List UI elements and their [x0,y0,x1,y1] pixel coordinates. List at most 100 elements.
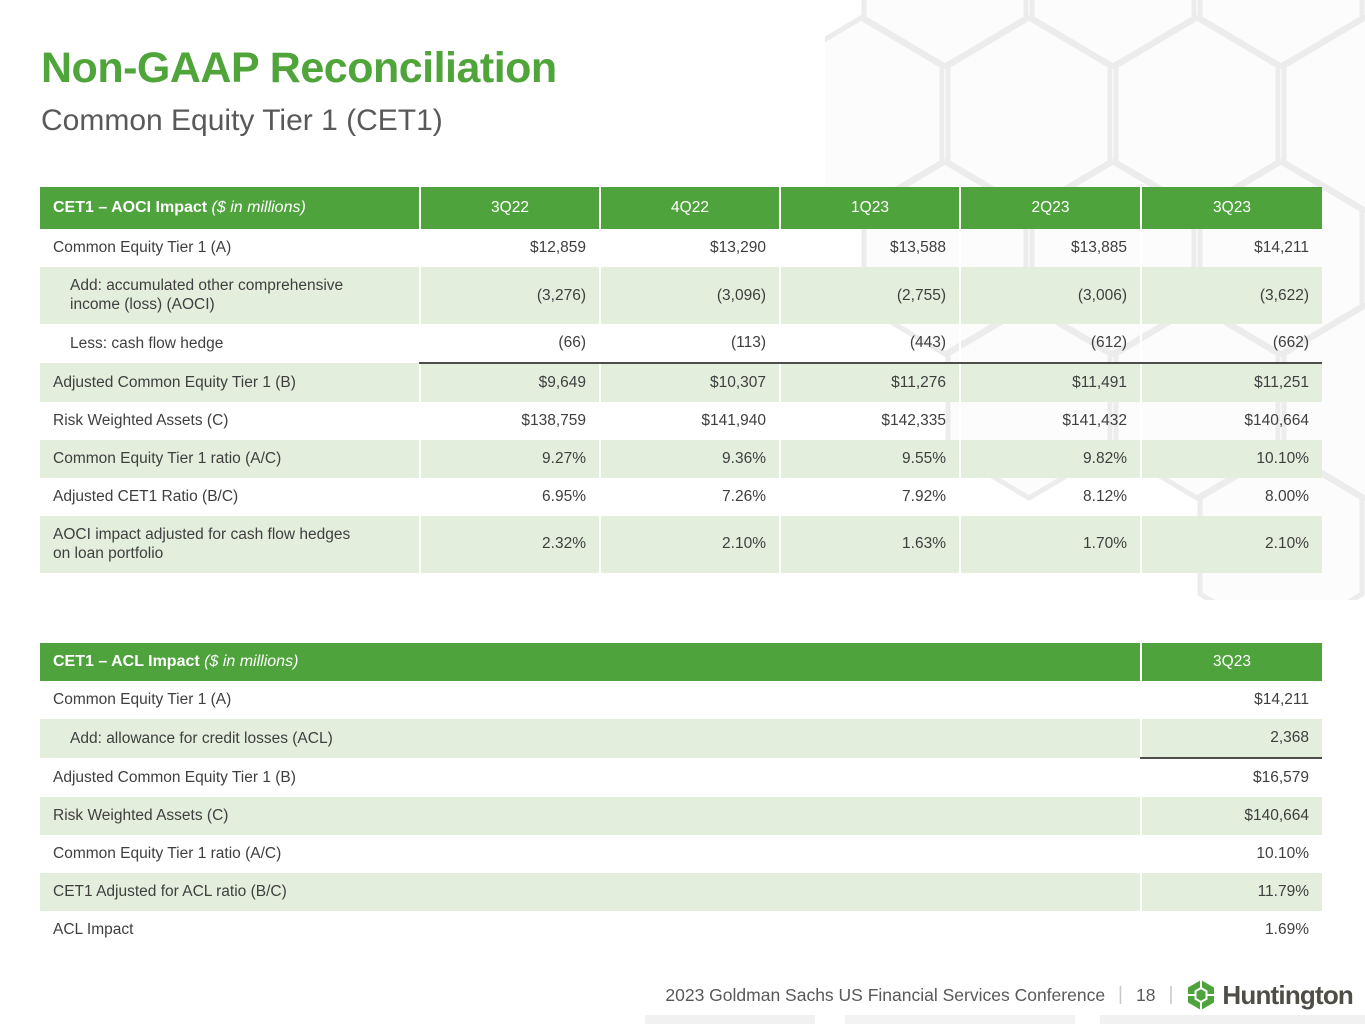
cell-value: $140,664 [1140,797,1322,835]
row-label-text: Common Equity Tier 1 (A) [53,691,232,709]
cell-value: 10.10% [1140,835,1322,873]
column-header-3q23: 3Q23 [1140,643,1322,681]
cell-value: 6.95% [419,477,600,516]
cell-value: $16,579 [1140,758,1322,797]
footer-separator: | [1118,984,1123,1005]
row-label-text: Risk Weighted Assets (C) [53,412,229,430]
cell-value: $11,251 [1140,362,1322,402]
row-label-text: CET1 Adjusted for ACL ratio (B/C) [53,883,287,901]
cell-value: (66) [419,323,600,364]
cell-value: $14,211 [1140,229,1322,267]
row-label-text: Common Equity Tier 1 ratio (A/C) [53,845,282,863]
row-label: Common Equity Tier 1 ratio (A/C) [40,440,420,478]
cell-value: (2,755) [779,267,960,324]
table-title-units: ($ in millions) [199,653,299,670]
cell-value: (662) [1140,323,1322,364]
row-label: Risk Weighted Assets (C) [40,797,1141,835]
cell-value: 9.27% [419,439,600,478]
cell-value: $12,859 [419,229,600,267]
row-label: Add: accumulated other comprehensive inc… [40,267,420,324]
cell-value: (113) [599,323,780,364]
table-row: Common Equity Tier 1 ratio (A/C) 9.27% 9.3… [40,439,1322,478]
cell-value: $141,940 [599,401,780,440]
row-label-text: ACL Impact [53,921,134,939]
column-header-3q22: 3Q22 [419,187,600,229]
cell-value: $138,759 [419,401,600,440]
table-row: Common Equity Tier 1 (A) $12,859 $13,290 $1… [40,229,1322,267]
cell-value: (612) [959,323,1141,364]
column-header-3q23: 3Q23 [1140,187,1322,229]
row-label-text: Adjusted Common Equity Tier 1 (B) [53,768,296,786]
row-label-text: Common Equity Tier 1 (A) [53,239,232,257]
cell-value: 9.82% [959,439,1141,478]
page-subtitle: Common Equity Tier 1 (CET1) [41,104,443,137]
cell-value: $140,664 [1140,401,1322,440]
bottom-decorative-strip [645,1015,1365,1024]
table-row: CET1 Adjusted for ACL ratio (B/C) 11.79% [40,873,1322,911]
table-row: Adjusted CET1 Ratio (B/C) 6.95% 7.26% 7.92%… [40,477,1322,516]
table-row: Risk Weighted Assets (C) $138,759 $141,940… [40,401,1322,440]
table-title-cell: CET1 – AOCI Impact ($ in millions) [40,187,420,229]
cell-value: 1.70% [959,515,1141,573]
cell-value: (3,276) [419,267,600,324]
cell-value: 1.69% [1140,911,1322,949]
row-label-text: Risk Weighted Assets (C) [53,807,229,825]
cell-value: 7.92% [779,477,960,516]
acl-impact-table: CET1 – ACL Impact ($ in millions) 3Q23 Com… [40,643,1322,949]
row-label: Adjusted Common Equity Tier 1 (B) [40,363,420,402]
cell-value: 10.10% [1140,439,1322,478]
table-row: Add: allowance for credit losses (ACL) 2,… [40,719,1322,759]
cell-value: 8.12% [959,477,1141,516]
table-title-units: ($ in millions) [207,199,306,216]
row-label: Common Equity Tier 1 (A) [40,681,1141,719]
footer-separator: | [1168,984,1174,1005]
table-row: Adjusted Common Equity Tier 1 (B) $16,579 [40,758,1322,797]
row-label-text: Adjusted Common Equity Tier 1 (B) [53,373,296,391]
row-label-text: Adjusted CET1 Ratio (B/C) [53,488,239,506]
cell-value: $13,885 [959,229,1141,267]
table-row: ACL Impact 1.69% [40,911,1322,949]
footer-conference-text: 2023 Goldman Sachs US Financial Services… [665,984,1106,1005]
row-label-text: Add: accumulated other comprehensive inc… [70,277,344,314]
table-title: CET1 – ACL Impact [53,653,200,670]
table-title-cell: CET1 – ACL Impact ($ in millions) [40,643,1141,681]
row-label: Risk Weighted Assets (C) [40,402,420,440]
table-header-row: CET1 – AOCI Impact ($ in millions) 3Q22 4Q… [40,187,1322,229]
cell-value: $141,432 [959,401,1141,440]
cell-value: 2,368 [1140,719,1322,759]
cell-value: 11.79% [1140,873,1322,911]
column-header-2q23: 2Q23 [959,187,1141,229]
row-label: Common Equity Tier 1 (A) [40,229,420,267]
cell-value: (3,622) [1140,267,1322,324]
page-title: Non-GAAP Reconciliation [41,44,557,92]
cell-value: 1.63% [779,515,960,573]
row-label: AOCI impact adjusted for cash flow hedge… [40,516,420,573]
cell-value: $10,307 [599,362,780,402]
table-row: Less: cash flow hedge (66) (113) (443) (612)… [40,323,1322,364]
row-label-text: Less: cash flow hedge [70,334,224,352]
cell-value: $13,588 [779,229,960,267]
table-row: Add: accumulated other comprehensive inc… [40,267,1322,324]
column-header-1q23: 1Q23 [779,187,960,229]
cell-value: 8.00% [1140,477,1322,516]
column-header-4q22: 4Q22 [599,187,780,229]
huntington-honeycomb-logo-icon [1188,980,1215,1010]
row-label: Adjusted CET1 Ratio (B/C) [40,478,420,516]
huntington-wordmark: Huntington [1222,979,1353,1010]
table-row: Common Equity Tier 1 ratio (A/C) 10.10% [40,835,1322,873]
cell-value: $9,649 [419,362,600,402]
table-row: Adjusted Common Equity Tier 1 (B) $9,649 $… [40,362,1322,402]
cell-value: (3,096) [599,267,780,324]
row-label-text: AOCI impact adjusted for cash flow hedge… [53,525,351,563]
cell-value: 7.26% [599,477,780,516]
row-label: Less: cash flow hedge [40,324,420,363]
cell-value: $11,276 [779,362,960,402]
row-label: Common Equity Tier 1 ratio (A/C) [40,835,1141,873]
table-title: CET1 – AOCI Impact [53,199,208,216]
row-label: Adjusted Common Equity Tier 1 (B) [40,758,1141,797]
cell-value: (3,006) [959,267,1141,324]
cell-value: $142,335 [779,401,960,440]
cell-value: $14,211 [1140,681,1322,719]
row-label-text: Common Equity Tier 1 ratio (A/C) [53,450,282,468]
table-row: Risk Weighted Assets (C) $140,664 [40,797,1322,835]
